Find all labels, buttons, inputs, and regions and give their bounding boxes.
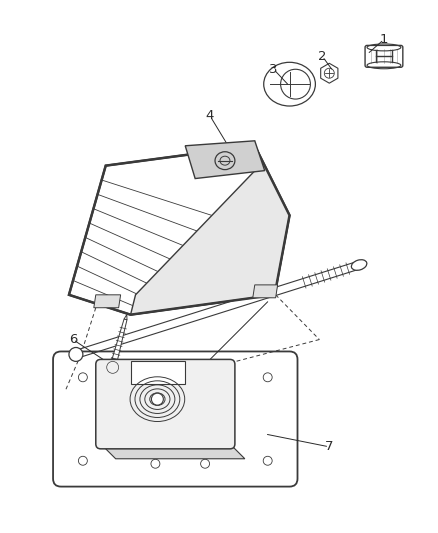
- FancyBboxPatch shape: [96, 359, 235, 449]
- Polygon shape: [131, 146, 290, 314]
- Polygon shape: [75, 261, 360, 358]
- Text: 2: 2: [318, 50, 327, 63]
- Ellipse shape: [351, 260, 367, 270]
- Text: 7: 7: [325, 440, 334, 454]
- Ellipse shape: [69, 348, 83, 361]
- Polygon shape: [101, 444, 245, 459]
- Polygon shape: [69, 146, 290, 314]
- Text: 5: 5: [171, 387, 180, 401]
- Polygon shape: [94, 295, 120, 308]
- Polygon shape: [185, 141, 265, 179]
- Ellipse shape: [152, 393, 163, 405]
- Text: 4: 4: [206, 109, 214, 123]
- Polygon shape: [131, 361, 185, 384]
- Polygon shape: [253, 285, 278, 298]
- Polygon shape: [124, 314, 127, 320]
- Text: 6: 6: [69, 333, 77, 346]
- Text: 3: 3: [269, 63, 278, 76]
- Polygon shape: [110, 319, 127, 368]
- Polygon shape: [105, 358, 120, 376]
- Text: 1: 1: [380, 33, 388, 46]
